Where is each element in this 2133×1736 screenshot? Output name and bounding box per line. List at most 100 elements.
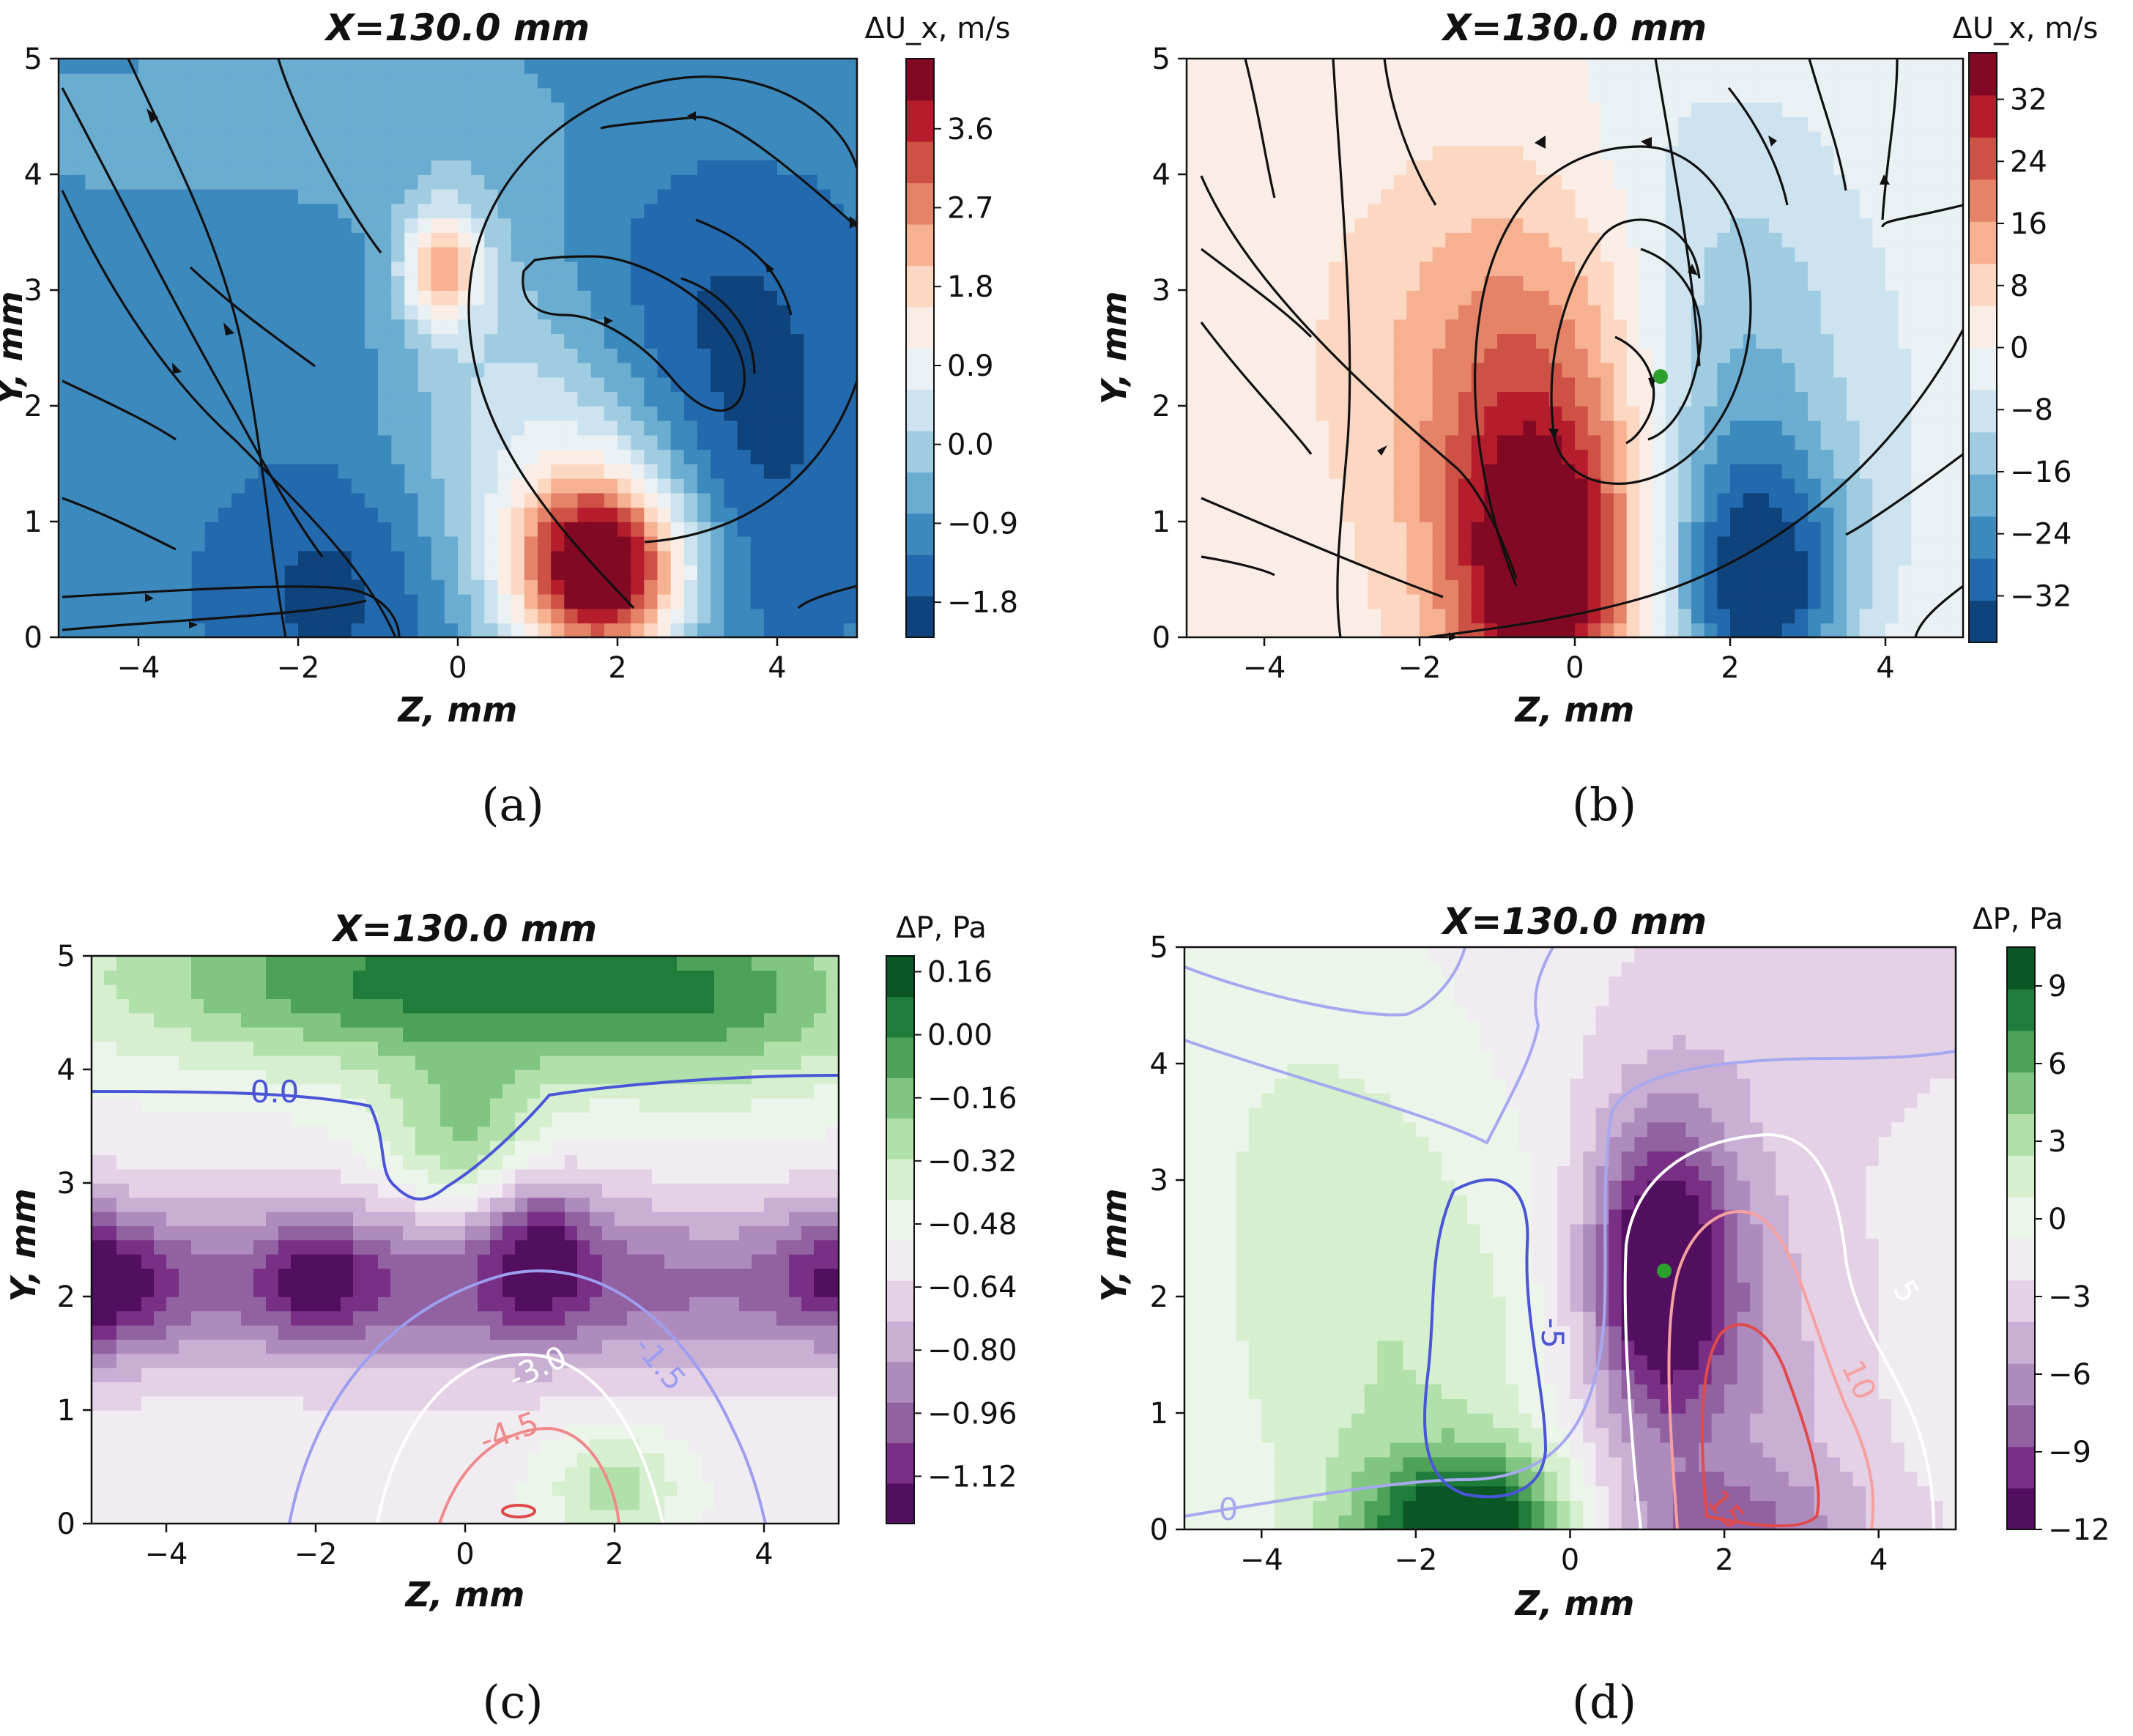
heatmap-cell: [617, 290, 631, 305]
heatmap-cell: [790, 391, 805, 407]
heatmap-cell: [1199, 319, 1214, 335]
heatmap-cell: [683, 434, 698, 450]
heatmap-cell: [670, 362, 685, 378]
heatmap-cell: [1795, 492, 1809, 508]
heatmap-cell: [125, 246, 139, 262]
heatmap-cell: [551, 130, 565, 146]
heatmap-cell: [604, 261, 618, 277]
heatmap-cell: [1808, 593, 1822, 609]
heatmap-cell: [1652, 261, 1666, 277]
heatmap-cell: [790, 507, 805, 522]
heatmap-cell: [1199, 522, 1214, 537]
heatmap-cell: [524, 275, 538, 291]
heatmap-cell: [444, 275, 459, 291]
heatmap-cell: [1393, 492, 1408, 508]
heatmap-cell: [1329, 434, 1343, 450]
heatmap-cell: [1820, 174, 1835, 190]
heatmap-cell: [1743, 376, 1757, 393]
heatmap-cell: [458, 333, 472, 349]
heatmap-cell: [843, 535, 857, 552]
heatmap-cell: [1510, 174, 1524, 190]
heatmap-cell: [711, 464, 725, 479]
heatmap-cell: [1225, 232, 1239, 248]
heatmap-cell: [1458, 203, 1472, 219]
heatmap-cell: [1911, 434, 1925, 450]
heatmap-cell: [431, 87, 445, 103]
heatmap-cell: [178, 73, 193, 89]
heatmap-cell: [1497, 593, 1511, 609]
heatmap-cell: [1225, 102, 1239, 117]
heatmap-cell: [657, 550, 672, 566]
heatmap-cell: [444, 362, 459, 378]
heatmap-cell: [777, 608, 791, 624]
heatmap-cell: [1924, 304, 1938, 320]
heatmap-cell: [1924, 116, 1938, 132]
heatmap-cell: [311, 507, 326, 522]
heatmap-cell: [1290, 391, 1304, 407]
heatmap-cell: [298, 406, 312, 421]
heatmap-cell: [1937, 492, 1951, 508]
heatmap-cell: [351, 246, 366, 262]
heatmap-cell: [1523, 348, 1537, 363]
heatmap-cell: [311, 391, 326, 407]
heatmap-cell: [364, 348, 379, 363]
heatmap-cell: [1898, 73, 1913, 89]
heatmap-cell: [125, 290, 139, 305]
heatmap-cell: [683, 376, 698, 393]
heatmap-cell: [1393, 218, 1408, 233]
heatmap-cell: [577, 420, 592, 436]
heatmap-cell: [1445, 391, 1459, 407]
heatmap-cell: [1833, 550, 1847, 566]
heatmap-cell: [218, 203, 232, 219]
heatmap-cell: [1199, 593, 1214, 609]
heatmap-cell: [1859, 434, 1874, 450]
heatmap-cell: [1562, 59, 1576, 74]
heatmap-cell: [1717, 492, 1731, 508]
heatmap-cell: [1420, 290, 1433, 305]
heatmap-cell: [631, 464, 645, 479]
heatmap-cell: [777, 579, 791, 595]
heatmap-cell: [1769, 73, 1783, 89]
heatmap-cell: [59, 434, 73, 450]
heatmap-cell: [804, 362, 818, 378]
heatmap-cell: [444, 593, 459, 609]
heatmap-cell: [1743, 73, 1757, 89]
heatmap-cell: [817, 246, 831, 262]
heatmap-cell: [1626, 130, 1641, 146]
heatmap-cell: [258, 434, 272, 450]
heatmap-cell: [737, 535, 752, 552]
heatmap-cell: [85, 478, 100, 494]
heatmap-cell: [1665, 362, 1680, 378]
heatmap-cell: [1743, 434, 1757, 450]
heatmap-cell: [524, 522, 538, 537]
heatmap-cell: [631, 522, 645, 537]
heatmap-cell: [564, 550, 579, 566]
heatmap-cell: [471, 420, 486, 436]
heatmap-cell: [1859, 623, 1874, 637]
heatmap-cell: [590, 87, 605, 103]
heatmap-cell: [1510, 218, 1524, 233]
heatmap-cell: [1859, 275, 1874, 291]
heatmap-cell: [1911, 608, 1925, 624]
heatmap-cell: [351, 261, 366, 277]
heatmap-cell: [1264, 464, 1278, 479]
heatmap-cell: [1316, 507, 1330, 522]
heatmap-cell: [152, 304, 166, 320]
heatmap-cell: [125, 420, 139, 436]
heatmap-cell: [1290, 608, 1304, 624]
panel-b-streamlines: [1200, 59, 1963, 637]
heatmap-cell: [391, 464, 406, 479]
heatmap-cell: [577, 535, 592, 552]
x-tick-label: 4: [768, 651, 786, 685]
heatmap-cell: [85, 420, 100, 436]
heatmap-cell: [418, 608, 432, 624]
heatmap-cell: [1781, 492, 1796, 508]
heatmap-cell: [1381, 275, 1395, 291]
heatmap-cell: [564, 275, 579, 291]
heatmap-cell: [1290, 87, 1304, 103]
heatmap-cell: [1420, 174, 1433, 190]
heatmap-cell: [564, 203, 579, 219]
heatmap-cell: [191, 550, 206, 566]
heatmap-cell: [1562, 261, 1576, 277]
